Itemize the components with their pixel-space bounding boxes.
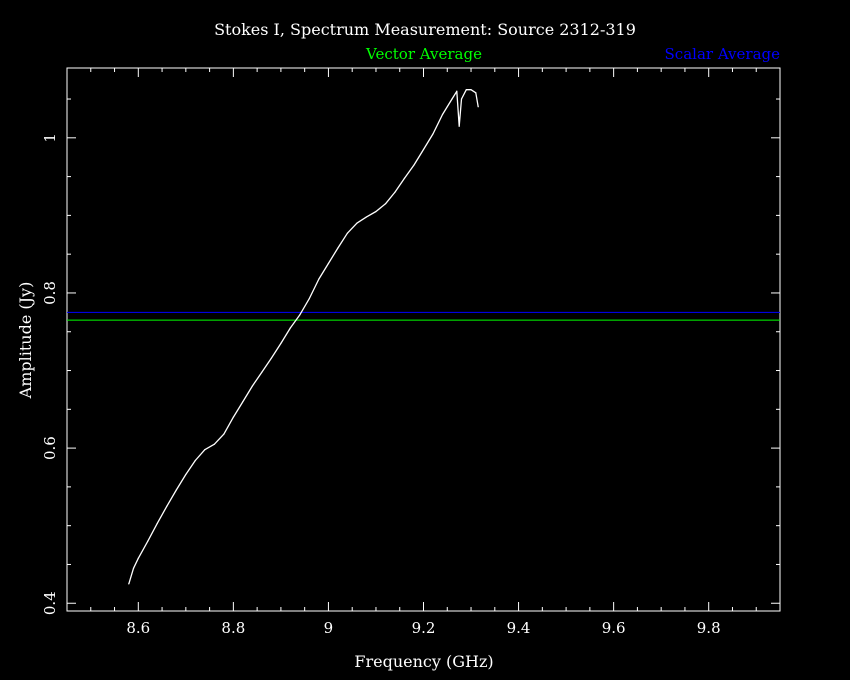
spectrum-point (356, 222, 358, 224)
spectrum-point (251, 385, 253, 387)
spectrum-point (185, 473, 187, 476)
spectrum-point (432, 133, 434, 135)
spectrum-point (270, 357, 272, 359)
spectrum-point (175, 489, 177, 491)
legend-scalar-average: Scalar Average (665, 45, 781, 63)
x-tick-label: 8.6 (126, 619, 150, 637)
spectrum-point (132, 567, 135, 569)
spectrum-point (456, 90, 458, 92)
spectrum-point (147, 540, 149, 542)
spectrum-point (166, 505, 168, 507)
spectrum-point (327, 262, 330, 265)
spectrum-point (213, 443, 215, 445)
spectrum-point (475, 92, 477, 94)
spectrum-point (465, 89, 467, 91)
spectrum-point (137, 557, 139, 559)
spectrum-point (413, 164, 415, 166)
spectrum-point (460, 98, 463, 100)
spectrum-point (204, 449, 206, 451)
spectrum-point (365, 216, 368, 218)
spectrum-point (289, 327, 292, 329)
axis-ticks (66, 68, 781, 611)
x-tick-label: 9.6 (602, 619, 626, 637)
spectrum-point (441, 113, 444, 116)
spectrum-point (477, 106, 479, 108)
spectrum-line (128, 89, 479, 585)
y-tick-label: 1 (41, 133, 59, 143)
spectrum-point (194, 459, 196, 462)
y-tick-label: 0.6 (41, 436, 59, 460)
spectrum-point (403, 177, 406, 179)
spectrum-point (346, 232, 349, 234)
spectrum-point (261, 371, 263, 373)
spectrum-point (384, 203, 387, 205)
x-tick-label: 9 (324, 619, 334, 637)
x-tick-label: 9.8 (697, 619, 721, 637)
spectrum-point (156, 522, 158, 524)
x-tick-label: 9.2 (412, 619, 436, 637)
spectrum-point (458, 125, 460, 127)
x-tick-label: 9.4 (507, 619, 531, 637)
legend-vector-average: Vector Average (365, 45, 482, 63)
spectrum-point (375, 210, 377, 213)
chart-title: Stokes I, Spectrum Measurement: Source 2… (214, 20, 636, 39)
spectrum-point (232, 416, 234, 418)
spectrum-point (299, 314, 301, 316)
spectrum-point (394, 191, 396, 193)
spectrum-point (318, 278, 320, 280)
spectrum-point (451, 98, 453, 100)
spectrum-point (308, 297, 311, 299)
spectrum-point (223, 433, 225, 435)
y-tick-label: 0.4 (41, 591, 59, 615)
x-axis-label: Frequency (GHz) (354, 652, 493, 671)
y-tick-labels: 0.4 0.6 0.8 1 (41, 133, 59, 615)
spectrum-point (242, 400, 244, 403)
spectrum-point (128, 583, 130, 585)
y-tick-label: 0.8 (41, 281, 59, 305)
y-axis-label: Amplitude (Jy) (16, 282, 35, 400)
spectrum-point (470, 89, 472, 91)
x-tick-labels: 8.6 8.8 9 9.2 9.4 9.6 9.8 (126, 619, 720, 637)
spectrum-point (280, 342, 282, 344)
x-tick-label: 8.8 (221, 619, 245, 637)
series-group (67, 89, 780, 585)
spectrum-point (422, 148, 425, 151)
spectrum-point (337, 247, 339, 249)
